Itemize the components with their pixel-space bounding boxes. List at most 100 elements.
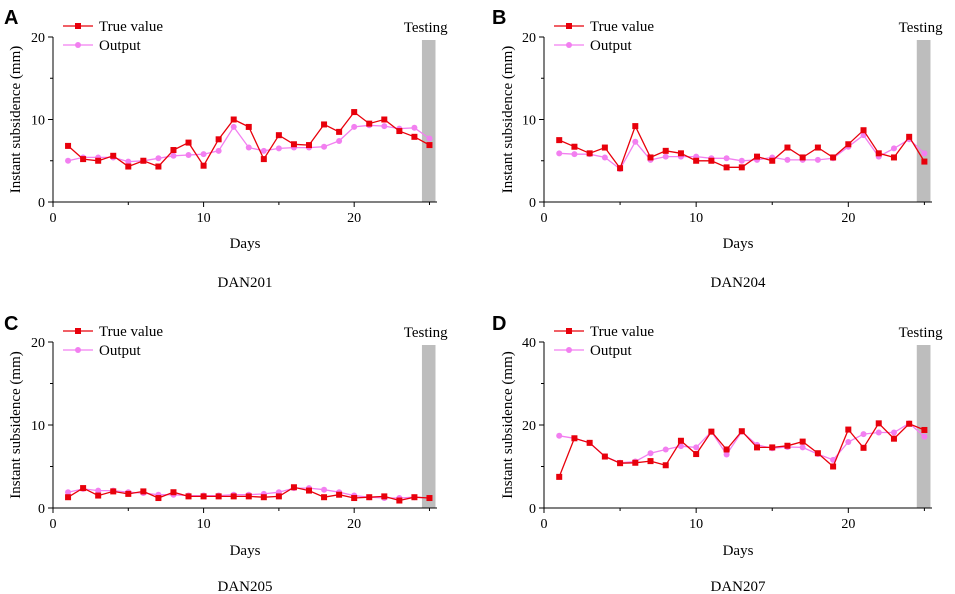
y-tick-label: 10 [31, 114, 45, 129]
output-point [662, 153, 669, 160]
y-tick-label: 20 [31, 336, 45, 351]
true-value-point [95, 492, 102, 499]
true-value-point [155, 495, 162, 502]
true-value-point [875, 420, 882, 427]
output-point [245, 144, 252, 151]
true-value-point [662, 462, 669, 469]
x-tick-label: 20 [347, 211, 361, 226]
y-tick-label: 0 [529, 196, 536, 211]
true-value-point [321, 494, 328, 501]
true-value-point [230, 493, 237, 500]
true-value-point [814, 144, 821, 151]
true-value-point [571, 143, 578, 150]
true-value-point [411, 133, 418, 140]
true-value-point [336, 128, 343, 135]
panel-letter: C [4, 313, 18, 335]
legend-output-label: Output [590, 343, 633, 359]
true-value-point [65, 142, 72, 149]
true-value-point [738, 428, 745, 435]
true-value-point [381, 493, 388, 500]
y-tick-label: 10 [522, 114, 536, 129]
panel-caption: DAN205 [218, 579, 273, 594]
true-value-point [921, 158, 928, 165]
true-value-point [125, 490, 132, 497]
true-value-point [647, 154, 654, 161]
y-axis-title: Instant subsidence (mm) [500, 46, 516, 193]
output-point [693, 444, 700, 451]
testing-band [421, 40, 436, 202]
panel-letter: A [4, 7, 18, 29]
x-tick-label: 20 [841, 211, 855, 226]
testing-band [916, 40, 931, 202]
legend-true-value-label: True value [99, 324, 163, 340]
output-line [67, 124, 430, 163]
true-value-point [396, 128, 403, 135]
true-value-point [906, 133, 913, 140]
true-value-point [366, 494, 373, 501]
true-value-point [426, 495, 433, 502]
true-value-point [321, 121, 328, 128]
testing-label: Testing [404, 325, 448, 341]
true-value-point [170, 147, 177, 154]
panel-caption: DAN207 [711, 579, 766, 594]
output-point [799, 444, 806, 451]
true-value-point [556, 473, 563, 480]
output-point [571, 151, 578, 158]
y-tick-label: 20 [522, 31, 536, 46]
true-value-point [830, 154, 837, 161]
true-value-point [860, 127, 867, 134]
true-value-point [290, 141, 297, 148]
true-value-point [215, 493, 222, 500]
x-tick-label: 0 [50, 517, 57, 532]
true-value-point [677, 150, 684, 157]
true-value-point [426, 142, 433, 149]
true-value-point [632, 459, 639, 466]
y-axis-title: Instant subsidence (mm) [500, 351, 516, 498]
output-point [230, 123, 237, 130]
legend-output-marker [566, 347, 572, 353]
true-value-point [396, 497, 403, 504]
true-value-point [230, 116, 237, 123]
true-value-point [290, 484, 297, 491]
x-tick-label: 0 [541, 517, 548, 532]
x-tick-label: 10 [689, 211, 703, 226]
output-point [275, 145, 282, 152]
true-value-point [769, 157, 776, 164]
y-tick-label: 10 [31, 419, 45, 434]
x-tick-label: 20 [841, 517, 855, 532]
true-value-point [784, 144, 791, 151]
legend-true-value-label: True value [590, 324, 654, 340]
output-point [351, 123, 358, 130]
testing-band [421, 345, 436, 508]
panel-letter: B [492, 7, 506, 29]
output-point [738, 157, 745, 164]
x-axis-title: Days [230, 236, 261, 252]
true-value-point [306, 487, 312, 494]
output-point [647, 450, 654, 457]
legend-output-label: Output [590, 38, 633, 54]
chart-panel-c: C Testing 0 10 20 0 10 20 Days Instant subsidence… [4, 313, 448, 594]
output-point [200, 151, 207, 158]
output-point [814, 156, 821, 163]
true-value-point [723, 164, 730, 171]
legend-output-label: Output [99, 343, 142, 359]
output-point [65, 489, 72, 496]
output-point [170, 152, 177, 159]
x-axis-title: Days [723, 236, 754, 252]
true-value-point [140, 488, 147, 495]
x-tick-label: 10 [197, 211, 211, 226]
output-point [411, 124, 418, 131]
legend-true-value-marker [566, 328, 572, 334]
y-tick-label: 40 [522, 336, 536, 351]
y-tick-label: 0 [38, 502, 45, 517]
true-value-point [830, 463, 837, 470]
legend-true-value-label: True value [590, 19, 654, 35]
testing-label: Testing [404, 20, 448, 36]
true-value-point [632, 123, 639, 130]
true-value-point [784, 442, 791, 449]
true-value-point [601, 144, 608, 151]
true-value-point [601, 453, 608, 460]
true-value-point [586, 150, 593, 157]
true-value-point [80, 485, 87, 492]
output-point [890, 429, 897, 436]
